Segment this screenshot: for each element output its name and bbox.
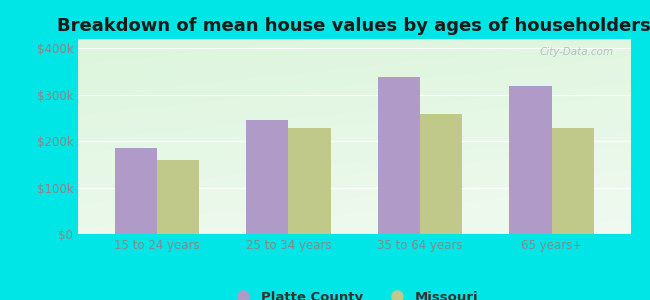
Bar <box>115 148 157 234</box>
Bar <box>378 77 420 234</box>
Bar <box>510 86 552 234</box>
Bar <box>420 114 462 234</box>
Legend: Platte County, Missouri: Platte County, Missouri <box>224 286 484 300</box>
Title: Breakdown of mean house values by ages of householders: Breakdown of mean house values by ages o… <box>57 17 650 35</box>
Text: City-Data.com: City-Data.com <box>540 47 614 57</box>
Bar <box>552 128 593 234</box>
Bar <box>157 160 199 234</box>
Bar <box>246 120 289 234</box>
Bar <box>289 128 331 234</box>
